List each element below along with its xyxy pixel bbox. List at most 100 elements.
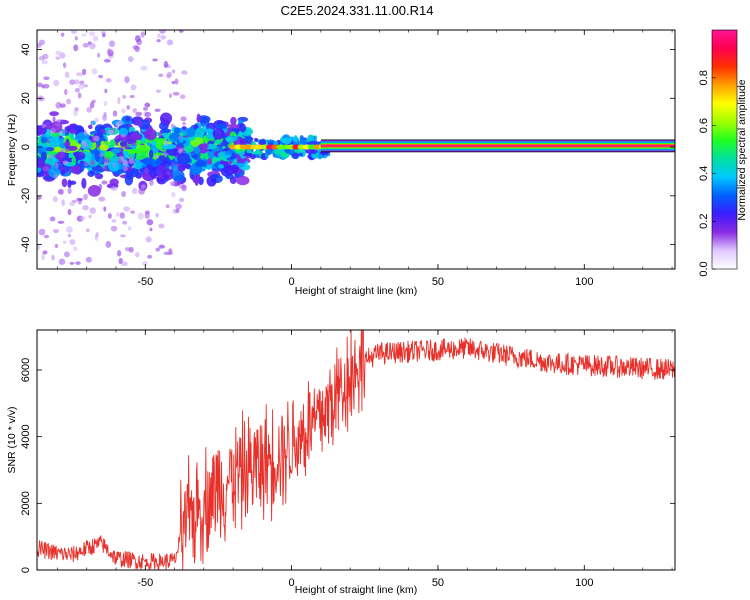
heatmap-blob: [87, 170, 95, 178]
heatmap-outlier: [140, 65, 148, 71]
heatmap-outlier: [116, 212, 120, 217]
heatmap-blob: [291, 152, 299, 160]
heatmap-blob: [281, 137, 292, 145]
heatmap-outlier: [103, 111, 107, 117]
heatmap-outlier: [172, 208, 177, 214]
spectrogram-frame: [36, 29, 676, 270]
heatmap-outlier: [69, 261, 75, 265]
heatmap-blob: [207, 149, 215, 159]
heatmap-outlier: [141, 184, 146, 189]
heatmap-blob: [141, 172, 150, 180]
heatmap-outlier: [128, 226, 132, 231]
y-tick-label: 0: [20, 567, 32, 573]
heatmap-outlier: [70, 129, 78, 135]
heatmap-outlier: [104, 88, 108, 94]
heatmap-outlier: [45, 122, 51, 129]
heatmap-outlier: [121, 108, 126, 113]
heatmap-outlier: [66, 98, 71, 105]
heatmap-outlier: [126, 105, 130, 110]
heatmap-outlier: [80, 151, 85, 157]
heatmap-outlier: [58, 258, 66, 265]
heatmap-blob: [299, 138, 308, 147]
colorbar-ticks: 0.0 0.2 0.4 0.6 0.8: [698, 70, 716, 277]
heatmap-outlier: [83, 193, 88, 201]
heatmap-outlier: [144, 111, 152, 118]
heatmap-blob: [207, 157, 212, 166]
heatmap-outlier: [115, 122, 120, 129]
heatmap-outlier: [134, 252, 140, 258]
heatmap-outlier: [56, 118, 61, 123]
heatmap-outlier: [169, 181, 177, 187]
heatmap-blob: [226, 123, 240, 129]
y-tick-label: -40: [20, 237, 32, 253]
spectrogram-xlabel: Height of straight line (km): [295, 285, 418, 297]
figure-title: C2E5.2024.331.11.00.R14: [281, 3, 434, 18]
heatmap-outlier: [144, 102, 151, 108]
heatmap-outlier: [77, 92, 82, 99]
heatmap-outlier: [70, 30, 78, 34]
heatmap-outlier: [145, 236, 152, 243]
heatmap-outlier: [174, 78, 179, 85]
heatmap-outlier: [86, 106, 92, 113]
heatmap-outlier: [166, 74, 171, 79]
snr-axes: -50 0 50 100 0 2000 4000 6000: [20, 330, 675, 589]
heatmap-outlier: [37, 195, 42, 200]
heatmap-outlier: [149, 227, 153, 232]
heatmap-outlier: [120, 145, 124, 153]
spectrogram-panel: -50 0 50 100 -40 -20 0 20 40 Height of straight …: [6, 29, 676, 297]
heatmap-blob: [182, 163, 191, 168]
heatmap-outlier: [42, 250, 48, 255]
heatmap-outlier: [59, 148, 66, 153]
heatmap-outlier: [122, 166, 128, 172]
heatmap-outlier: [55, 162, 59, 169]
heatmap-outlier: [54, 243, 59, 249]
heatmap-blob: [319, 151, 329, 155]
heatmap-outlier: [85, 256, 92, 263]
heatmap-outlier: [94, 117, 99, 123]
heatmap-outlier: [120, 234, 126, 238]
heatmap-outlier: [108, 129, 115, 135]
heatmap-blob: [148, 149, 154, 159]
heatmap-blob: [37, 146, 46, 153]
heatmap-blob: [194, 160, 207, 167]
heatmap-outlier: [175, 180, 181, 186]
heatmap-outlier: [84, 161, 89, 167]
heatmap-outlier: [181, 70, 188, 75]
heatmap-outlier: [82, 68, 87, 76]
heatmap-outlier: [63, 251, 70, 258]
heatmap-outlier: [60, 32, 65, 37]
heatmap-outlier: [103, 100, 108, 107]
heatmap-outlier: [138, 187, 146, 195]
heatmap-outlier: [80, 216, 86, 221]
heatmap-outlier: [138, 120, 143, 128]
heatmap-outlier: [158, 244, 165, 249]
heatmap-outlier: [135, 111, 143, 117]
heatmap-blob: [279, 150, 287, 158]
heatmap-outlier: [37, 243, 40, 251]
heatmap-outlier: [154, 108, 161, 112]
heatmap-outlier: [55, 50, 62, 56]
heatmap-blob: [174, 127, 181, 134]
heatmap-outlier: [41, 124, 46, 128]
heatmap-blob: [123, 151, 129, 157]
heatmap-outlier: [172, 91, 180, 96]
heatmap-outlier: [53, 79, 60, 87]
heatmap-outlier: [155, 212, 159, 218]
heatmap-outlier: [105, 241, 112, 248]
heatmap-outlier: [131, 187, 138, 195]
heatmap-outlier: [110, 225, 118, 232]
heatmap-blob: [244, 153, 253, 157]
heatmap-outlier: [158, 73, 164, 77]
heatmap-outlier: [155, 247, 161, 252]
x-tick-label: 0: [289, 577, 295, 589]
heatmap-blob: [155, 157, 162, 166]
heatmap-outlier: [171, 80, 176, 85]
heatmap-blob: [37, 158, 46, 168]
x-tick-label: 50: [432, 276, 444, 288]
heatmap-outlier: [168, 93, 172, 98]
heatmap-outlier: [119, 212, 125, 219]
heatmap-outlier: [43, 76, 50, 81]
heatmap-outlier: [103, 58, 111, 63]
heatmap-outlier: [91, 68, 98, 75]
y-tick-label: 2000: [20, 491, 32, 515]
